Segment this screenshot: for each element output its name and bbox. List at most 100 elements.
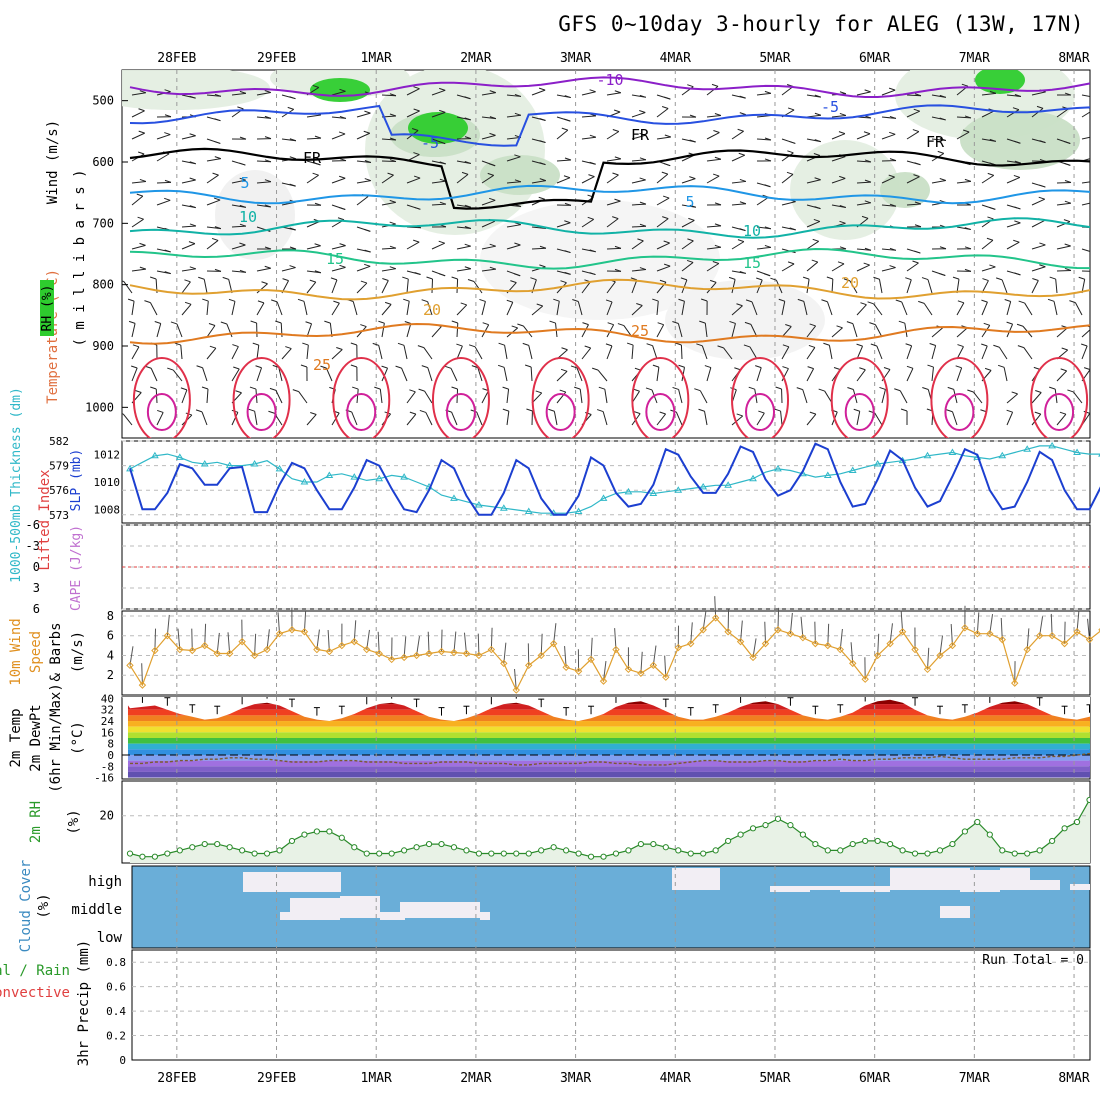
thickness-marker (848, 466, 857, 474)
isotherm-25 (129, 322, 1090, 345)
thickness-marker (923, 451, 932, 459)
pressure-tick-1000: 1000 (85, 400, 114, 414)
cloud-label: Cloud Cover (18, 860, 34, 953)
thickness-marker (699, 482, 708, 490)
thickness-marker (325, 471, 334, 478)
cloud-block (810, 886, 840, 890)
rh2m-marker (488, 850, 495, 857)
cloud-block (1070, 884, 1090, 890)
bottom-date-7MAR: 7MAR (959, 1071, 990, 1086)
rh2m-marker (550, 844, 557, 851)
temp-tick--16: -16 (94, 772, 114, 785)
bottom-date-labels: 28FEB 29FEB 1MAR 2MAR 3MAR 4MAR 5MAR 6MAR 7MAR 8M… (157, 1071, 1090, 1086)
wind-speed-marker (1073, 628, 1081, 636)
wind-speed-marker (412, 651, 421, 660)
thickness-marker (649, 489, 658, 496)
rh2m-marker (1049, 837, 1056, 845)
thickness-marker (823, 471, 832, 478)
precip-tick-0: 0 (119, 1054, 126, 1067)
rh2m-marker (363, 850, 370, 857)
wind-speed-marker (986, 630, 994, 638)
isotherm-20 (129, 278, 1090, 301)
precip-label-1: 3hr Precip (mm) (76, 940, 92, 1066)
wind-speed-marker (325, 647, 334, 656)
temp-tick-40: 40 (101, 692, 114, 705)
pressure-ticks: 500 600 700 800 900 1000 (85, 94, 128, 414)
temp-tick--8: -8 (101, 760, 114, 773)
wind-speed-marker (537, 651, 545, 660)
rh-legend-box (40, 280, 54, 336)
bottom-date-8MAR: 8MAR (1058, 1071, 1089, 1086)
wind-speed-marker (612, 645, 620, 654)
rh2m-marker (700, 850, 707, 857)
thickness-marker (499, 504, 508, 511)
wind-speed-marker (500, 659, 508, 668)
temp-color-bands (122, 697, 1090, 778)
isotherm-label-20: 20 (841, 274, 859, 292)
rh2m-marker (313, 828, 320, 835)
rh2m-marker (388, 850, 395, 857)
wind-speed-marker (861, 675, 869, 683)
upper-air-panel: -10 -5 -5 FR FR FR 5 5 10 10 15 15 20 20 25 25 500 600 70… (85, 69, 1091, 439)
rh2m-marker (862, 837, 869, 845)
rh2m-marker (1061, 825, 1068, 832)
li-tick--3: -3 (26, 539, 40, 553)
rh2m-marker (899, 847, 906, 854)
wind-speed-marker (637, 669, 645, 677)
cloud-block (1030, 880, 1060, 890)
thickness-marker (450, 494, 458, 501)
isotherm-label-25: 25 (631, 322, 649, 340)
isotherms: -10 -5 -5 FR FR FR 5 5 10 10 15 15 20 20 25 25 (129, 71, 1090, 438)
isotherm-15 (129, 247, 1090, 270)
top-date-28FEB: 28FEB (157, 51, 196, 66)
top-date-7MAR: 7MAR (959, 51, 990, 66)
rh2m-marker (139, 853, 146, 860)
cloud-block (400, 902, 480, 918)
wind-speed-marker (275, 630, 284, 638)
wind10-label-1: 10m Wind (8, 618, 24, 685)
stability-panel: -6 -3 0 3 6 (26, 518, 1091, 616)
rh2m-marker (824, 847, 831, 854)
rh2m-marker (463, 847, 470, 854)
wind-speed-marker (574, 667, 583, 675)
temp2m-label-1: 2m Temp (8, 708, 24, 767)
thickness-marker (1073, 448, 1081, 455)
rh2m-marker (812, 840, 819, 848)
cloud-block (1000, 868, 1030, 890)
rh2m-marker (189, 844, 196, 851)
wind-speed-marker (1023, 645, 1031, 654)
rh2m-marker (425, 840, 433, 848)
rh2m-marker (164, 850, 171, 857)
thickness-marker (998, 451, 1007, 459)
wind-speed-marker (624, 665, 633, 674)
isotherm-label-25: 25 (313, 356, 331, 374)
rh2m-marker (288, 837, 296, 845)
run-total: Run Total = 0 (982, 953, 1084, 968)
isotherm-label-FR: FR (631, 126, 650, 144)
li-tick-6: 6 (33, 602, 40, 616)
rh2m-marker (961, 828, 968, 835)
wind-speed-marker (138, 681, 147, 689)
wind-speed-marker (512, 686, 520, 694)
dewpoint-series (130, 752, 1090, 766)
wind-speed-marker (300, 628, 309, 636)
wind-speed-marker (163, 631, 172, 640)
wind-speed-marker (923, 665, 932, 674)
isotherm-label--5: -5 (421, 134, 439, 152)
rh2m-marker (911, 850, 919, 857)
wind-speed-marker (225, 649, 234, 658)
rh2m-marker (712, 847, 719, 854)
top-date-8MAR: 8MAR (1058, 51, 1089, 66)
wind10m-panel: 8 6 4 2 (107, 596, 1100, 696)
thickness-marker (524, 507, 533, 515)
upper-pressure-label: ( m i l l i b a r s ) (72, 169, 88, 346)
rh2m-marker (538, 847, 545, 854)
precip-ticks: 0.8 0.6 0.4 0.2 0 (106, 956, 1090, 1067)
top-date-labels: 28FEB 29FEB 1MAR 2MAR 3MAR 4MAR 5MAR 6MAR 7MAR 8M… (157, 51, 1090, 66)
wind-speed-marker (176, 645, 184, 654)
bottom-date-29FEB: 29FEB (257, 1071, 296, 1086)
rh2m-marker (662, 844, 669, 851)
wind-tick-8: 8 (107, 609, 114, 623)
slp-ticks: 582 579 576 573 1012 1010 1008 (49, 435, 1090, 522)
rh2m-marker (438, 840, 445, 848)
